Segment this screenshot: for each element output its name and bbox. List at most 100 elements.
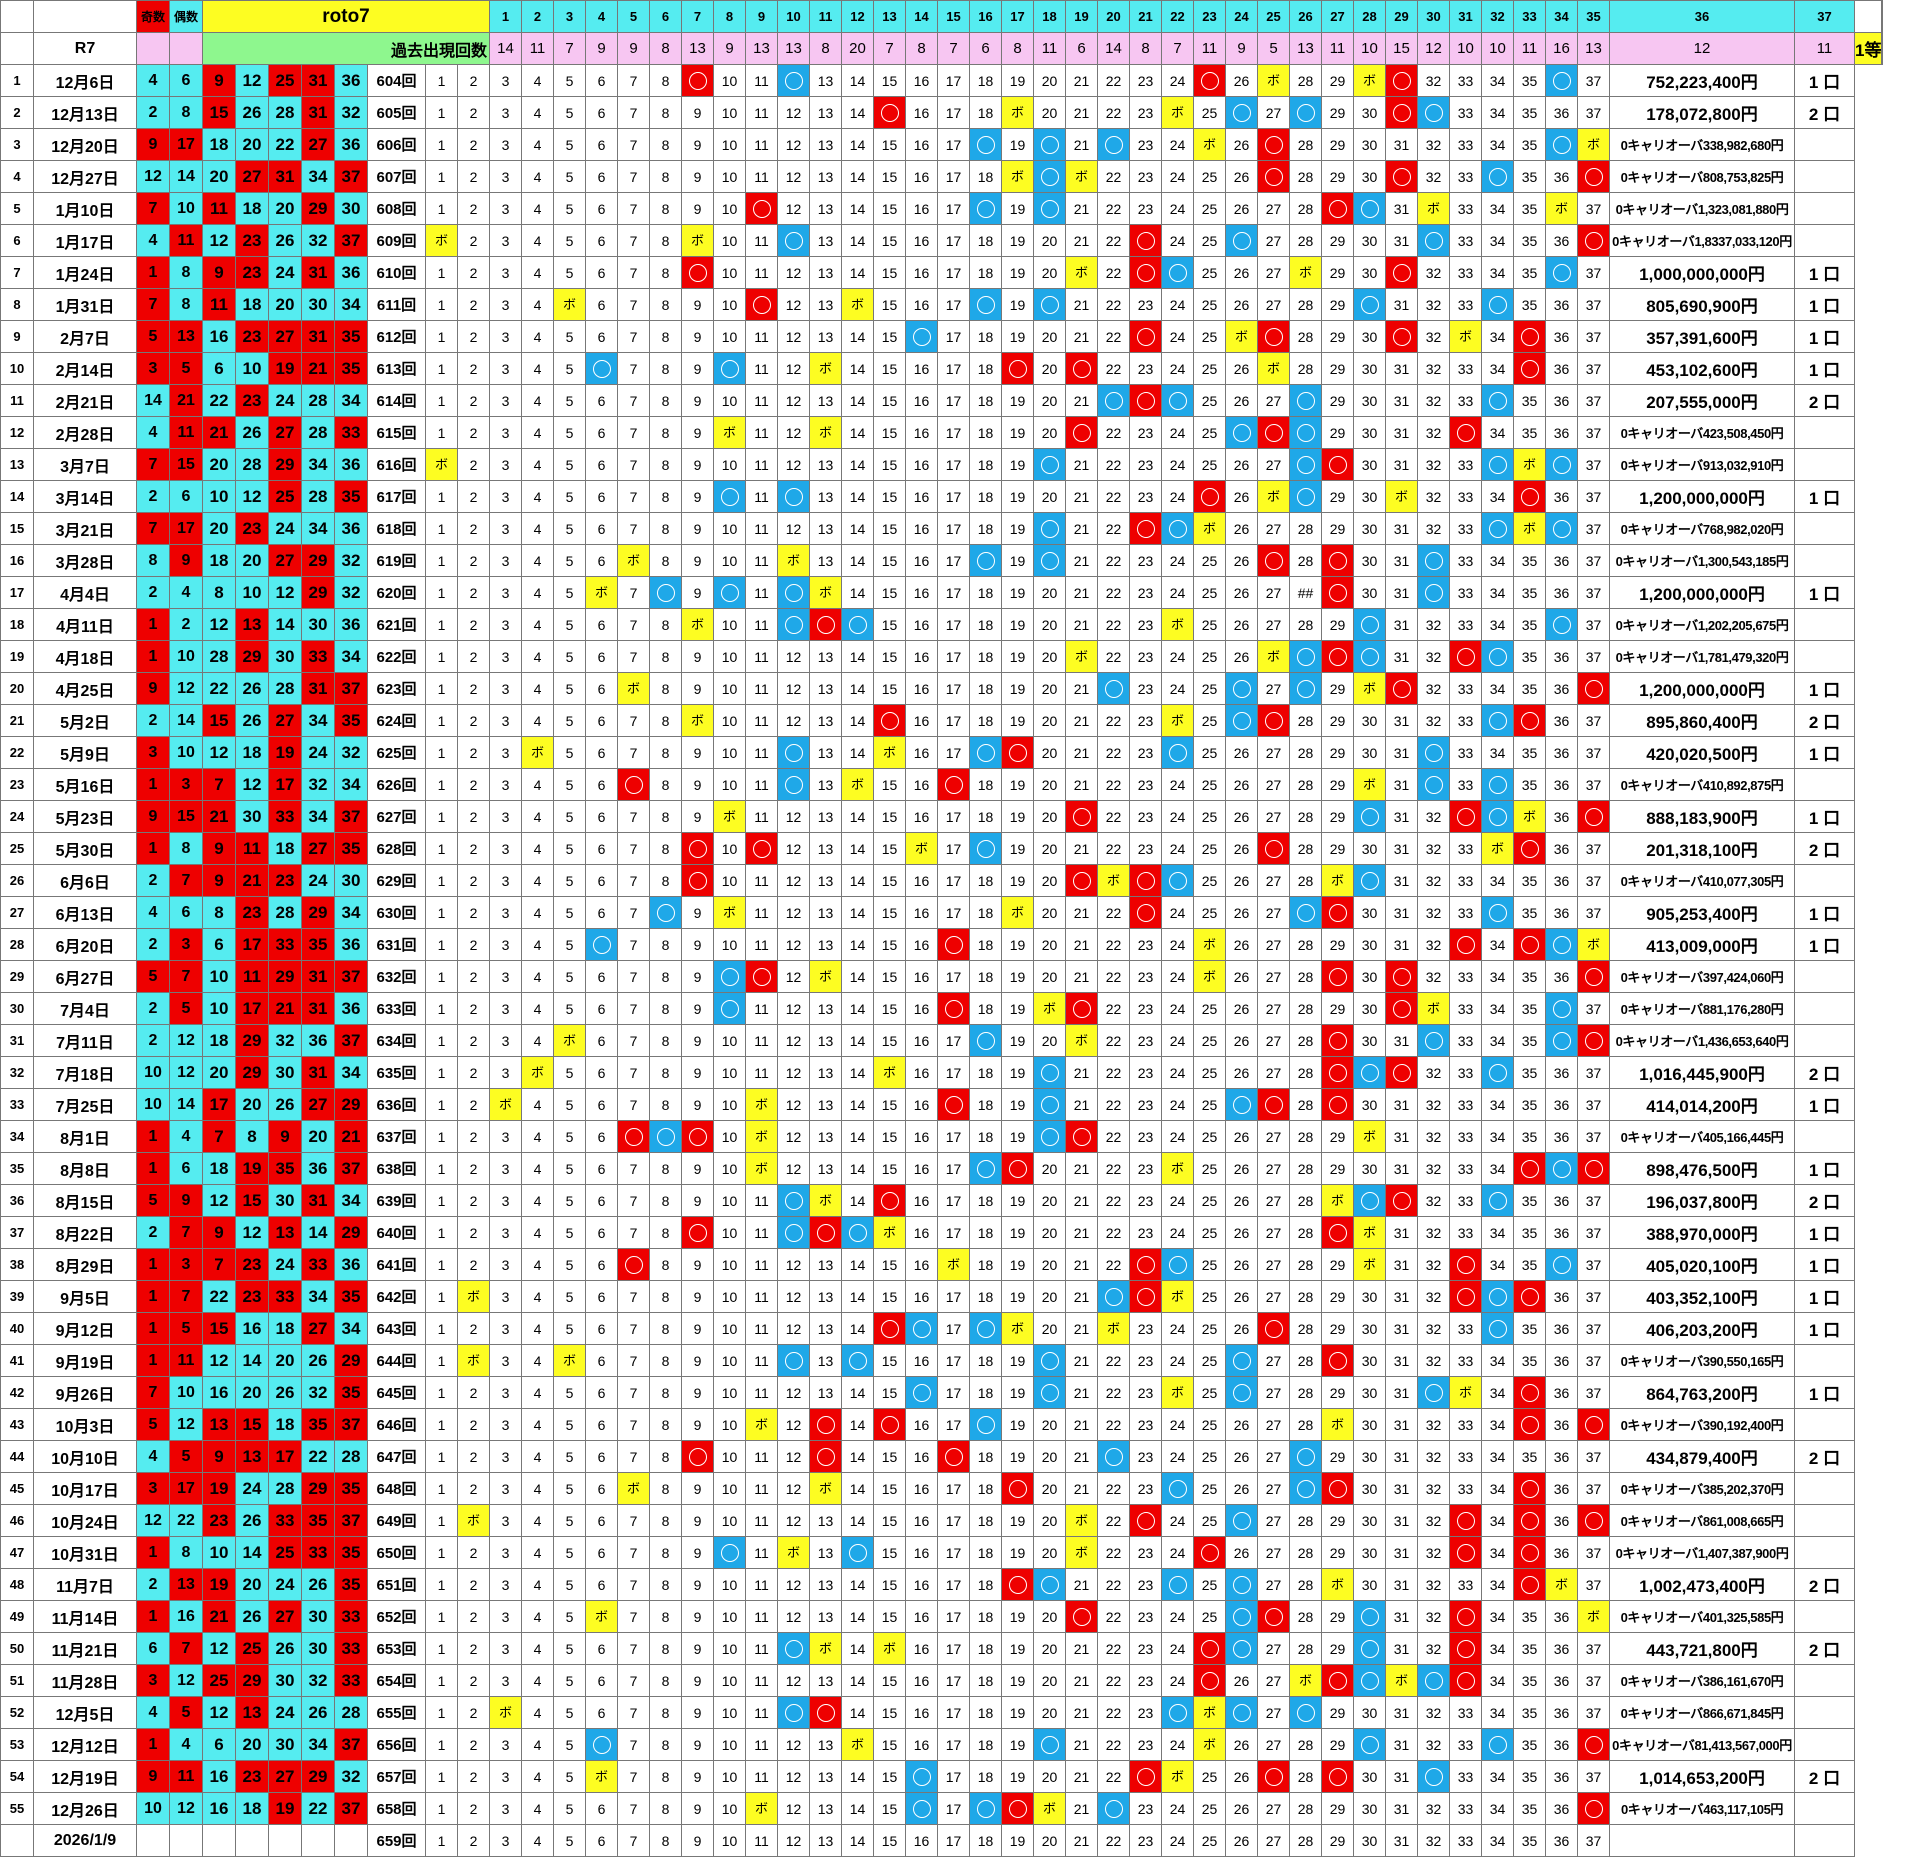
- main-hit-marker: [1577, 960, 1610, 993]
- grid-cell: 31: [1385, 1696, 1418, 1729]
- grid-cell: 14: [841, 128, 874, 161]
- grid-cell: 5: [553, 1056, 586, 1089]
- grid-cell: 5: [553, 1696, 586, 1729]
- grid-cell: 6: [585, 704, 618, 737]
- grid-cell: 10: [713, 1504, 746, 1537]
- grid-cell: 10: [713, 1408, 746, 1441]
- grid-cell: 27: [1257, 672, 1290, 705]
- main-hit-marker: [777, 64, 810, 97]
- main-hit-marker: [713, 352, 746, 385]
- winning-number: 20: [301, 1120, 335, 1153]
- grid-cell: 2: [457, 1824, 490, 1857]
- main-hit-marker: [1417, 768, 1450, 801]
- main-hit-marker: [777, 1216, 810, 1249]
- grid-cell: 20: [1033, 832, 1066, 865]
- even-count: 9: [169, 1184, 203, 1217]
- grid-cell: 32: [1417, 864, 1450, 897]
- grid-cell: 32: [1417, 480, 1450, 513]
- grid-cell: 35: [1513, 224, 1546, 257]
- appearance-count: 6: [1065, 32, 1098, 65]
- grid-cell: 16: [905, 512, 938, 545]
- bonus-hit-marker: [713, 800, 746, 833]
- grid-cell: 13: [809, 1248, 842, 1281]
- row-number: 6: [0, 224, 34, 257]
- grid-cell: 13: [809, 1376, 842, 1409]
- grid-cell: 22: [1097, 448, 1130, 481]
- grid-cell: 25: [1193, 992, 1226, 1025]
- main-hit-marker: [1513, 1472, 1546, 1505]
- main-hit-marker: [1449, 640, 1482, 673]
- main-hit-marker: [1353, 1632, 1386, 1665]
- grid-cell: 13: [809, 1088, 842, 1121]
- grid-cell: 37: [1577, 1120, 1610, 1153]
- grid-cell: 4: [521, 1792, 554, 1825]
- appearance-count: 11: [1321, 32, 1354, 65]
- appearance-count: 11: [1193, 32, 1226, 65]
- grid-cell: 28: [1289, 192, 1322, 225]
- grid-cell: 9: [681, 384, 714, 417]
- grid-cell: 13: [809, 64, 842, 97]
- empty-cell: [235, 1824, 269, 1857]
- grid-cell: 27: [1257, 1632, 1290, 1665]
- grid-cell: 4: [521, 1760, 554, 1793]
- number-header: 2: [521, 0, 554, 33]
- row-number: 14: [0, 480, 34, 513]
- main-hit-marker: [1161, 864, 1194, 897]
- grid-cell: 13: [809, 1504, 842, 1537]
- grid-cell: 25: [1193, 864, 1226, 897]
- winning-number: 29: [268, 448, 302, 481]
- empty-header: [33, 0, 137, 33]
- appearance-count: 8: [1001, 32, 1034, 65]
- grid-cell: 32: [1417, 1472, 1450, 1505]
- grid-cell: 26: [1225, 608, 1258, 641]
- winning-number: 15: [235, 1184, 269, 1217]
- main-hit-marker: [1577, 1504, 1610, 1537]
- grid-cell: 22: [1097, 224, 1130, 257]
- grid-cell: 10: [713, 128, 746, 161]
- grid-cell: 21: [1065, 832, 1098, 865]
- grid-cell: 9: [681, 576, 714, 609]
- grid-cell: 6: [585, 960, 618, 993]
- number-header: 11: [809, 0, 842, 33]
- winning-number: 28: [202, 640, 236, 673]
- grid-cell: 3: [489, 448, 522, 481]
- grid-cell: 35: [1513, 1760, 1546, 1793]
- grid-cell: 19: [1001, 960, 1034, 993]
- grid-cell: 5: [553, 480, 586, 513]
- bonus-hit-marker: [617, 544, 650, 577]
- even-count: 17: [169, 512, 203, 545]
- grid-cell: 5: [553, 64, 586, 97]
- main-hit-marker: [1033, 1344, 1066, 1377]
- grid-cell: 20: [1033, 608, 1066, 641]
- grid-cell: 27: [1257, 576, 1290, 609]
- grid-cell: 6: [585, 224, 618, 257]
- draw-round: 638回: [367, 1152, 426, 1185]
- main-hit-marker: [1289, 1696, 1322, 1729]
- grid-cell: 25: [1193, 736, 1226, 769]
- grid-cell: 9: [681, 288, 714, 321]
- grid-cell: 9: [681, 640, 714, 673]
- grid-cell: 27: [1257, 992, 1290, 1025]
- grid-cell: 5: [553, 1568, 586, 1601]
- main-hit-marker: [1161, 512, 1194, 545]
- grid-cell: 23: [1129, 1440, 1162, 1473]
- grid-cell: 34: [1481, 1088, 1514, 1121]
- grid-cell: ##: [1289, 576, 1322, 609]
- winning-number: 14: [235, 1344, 269, 1377]
- grid-cell: 7: [617, 64, 650, 97]
- grid-cell: 9: [681, 448, 714, 481]
- winning-number: 28: [301, 416, 335, 449]
- grid-cell: 32: [1417, 128, 1450, 161]
- grid-cell: 8: [649, 1664, 682, 1697]
- number-header: 22: [1161, 0, 1194, 33]
- grid-cell: 3: [489, 1216, 522, 1249]
- grid-cell: 20: [1033, 672, 1066, 705]
- first-prize-header: 1等: [1853, 32, 1883, 65]
- grid-cell: 15: [873, 416, 906, 449]
- grid-cell: 13: [809, 736, 842, 769]
- grid-cell: 30: [1353, 384, 1386, 417]
- number-header: 13: [873, 0, 906, 33]
- grid-cell: 5: [553, 160, 586, 193]
- draw-round: 636回: [367, 1088, 426, 1121]
- winner-count: 2 口: [1794, 1056, 1855, 1089]
